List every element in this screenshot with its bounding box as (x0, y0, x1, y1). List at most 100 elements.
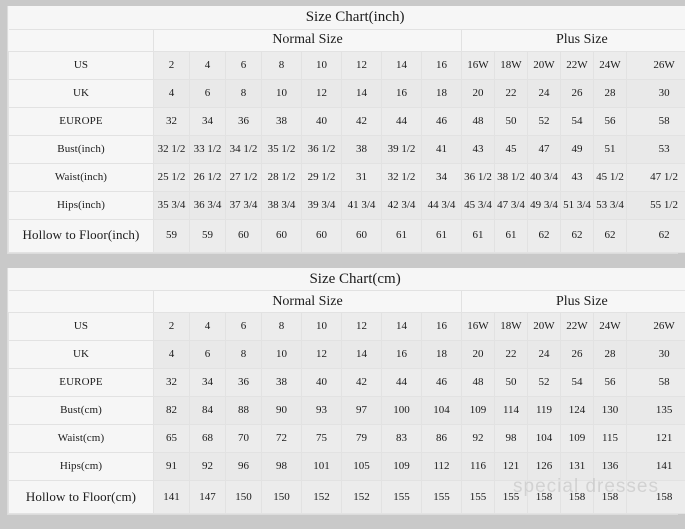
table-cell: 42 3/4 (381, 190, 422, 220)
table-cell: 2 (153, 50, 190, 80)
table-cell: 38 (261, 106, 302, 136)
table-cell: 34 1/2 (225, 134, 262, 164)
cm-group-corner (8, 290, 154, 313)
table-cell: 6 (225, 312, 262, 341)
table-cell: 38 (261, 368, 302, 397)
table-cell: 4 (153, 340, 190, 369)
cm-title-row: Size Chart(cm) (8, 267, 685, 291)
table-cell: 44 (381, 368, 422, 397)
table-cell: 24 (527, 78, 561, 108)
table-cell: 48 (461, 106, 495, 136)
table-cell: 136 (593, 452, 627, 481)
table-cell: 36 1/2 (461, 162, 495, 192)
table-cell: 14 (381, 50, 422, 80)
size-chart-inch-block: Size Chart(inch) Normal Size Plus Size US 2 4… (7, 6, 685, 254)
table-cell: 10 (301, 50, 342, 80)
table-cell: 16 (381, 340, 422, 369)
table-cell: 30 (625, 78, 685, 108)
table-cell: 150 (261, 480, 302, 514)
table-cell: 141 (153, 480, 190, 514)
table-cell: 92 (461, 424, 495, 453)
table-cell: 86 (421, 424, 462, 453)
table-cell: 46 (421, 106, 462, 136)
table-cell: 45 1/2 (593, 162, 627, 192)
table-cell: 22W (560, 50, 594, 80)
table-cell: 6 (189, 340, 226, 369)
table-cell: 14 (341, 78, 382, 108)
cm-group-row: Normal Size Plus Size (8, 290, 685, 313)
inch-group-normal-size: Normal Size (153, 28, 462, 52)
table-cell: 61 (381, 218, 422, 253)
inch-row-label: UK (8, 78, 154, 108)
table-cell: 35 1/2 (261, 134, 302, 164)
table-cell: 52 (527, 106, 561, 136)
table-cell: 22W (560, 312, 594, 341)
cm-row-label: Bust(cm) (8, 396, 154, 425)
table-cell: 152 (301, 480, 342, 514)
table-cell: 28 (593, 340, 627, 369)
table-cell: 90 (261, 396, 302, 425)
table-row: EUROPE 32 34 36 38 40 42 44 46 48 50 52 54 56 58 (8, 368, 685, 397)
table-cell: 92 (189, 452, 226, 481)
table-cell: 44 3/4 (421, 190, 462, 220)
table-cell: 121 (625, 424, 685, 453)
table-cell: 26W (625, 312, 685, 341)
cm-row-label: US (8, 312, 154, 341)
table-row: Hollow to Floor(inch) 59 59 60 60 60 60 61 61 61 6… (8, 218, 685, 253)
table-cell: 60 (225, 218, 262, 253)
table-cell: 114 (494, 396, 528, 425)
table-cell: 20 (461, 340, 495, 369)
table-cell: 131 (560, 452, 594, 481)
table-cell: 46 (421, 368, 462, 397)
table-cell: 62 (560, 218, 594, 253)
table-cell: 45 3/4 (461, 190, 495, 220)
table-cell: 18 (421, 78, 462, 108)
table-cell: 51 (593, 134, 627, 164)
table-cell: 36 (225, 368, 262, 397)
table-cell: 79 (341, 424, 382, 453)
table-cell: 115 (593, 424, 627, 453)
table-cell: 91 (153, 452, 190, 481)
table-cell: 22 (494, 340, 528, 369)
table-cell: 32 1/2 (153, 134, 190, 164)
table-cell: 27 1/2 (225, 162, 262, 192)
inch-group-corner (8, 28, 154, 52)
table-cell: 8 (225, 78, 262, 108)
table-cell: 51 3/4 (560, 190, 594, 220)
table-cell: 37 3/4 (225, 190, 262, 220)
table-cell: 100 (381, 396, 422, 425)
table-cell: 6 (225, 50, 262, 80)
table-cell: 25 1/2 (153, 162, 190, 192)
table-cell: 16W (461, 50, 495, 80)
table-cell: 10 (301, 312, 342, 341)
table-cell: 22 (494, 78, 528, 108)
table-cell: 58 (625, 368, 685, 397)
table-cell: 34 (189, 368, 226, 397)
table-cell: 20W (527, 312, 561, 341)
table-cell: 40 (301, 368, 342, 397)
table-cell: 26 1/2 (189, 162, 226, 192)
table-cell: 62 (625, 218, 685, 253)
size-chart-inch-table: Size Chart(inch) Normal Size Plus Size US 2 4… (8, 6, 685, 253)
table-cell: 34 (189, 106, 226, 136)
inch-row-label: Waist(inch) (8, 162, 154, 192)
table-cell: 116 (461, 452, 495, 481)
table-cell: 53 (625, 134, 685, 164)
table-cell: 47 1/2 (625, 162, 685, 192)
table-row: Hips(inch) 35 3/4 36 3/4 37 3/4 38 3/4 39 3/4… (8, 190, 685, 220)
table-cell: 30 (625, 340, 685, 369)
table-cell: 158 (625, 480, 685, 514)
inch-row-label: Bust(inch) (8, 134, 154, 164)
cm-group-plus-size: Plus Size (460, 290, 685, 313)
table-cell: 60 (261, 218, 302, 253)
table-cell: 24W (593, 312, 627, 341)
cm-group-normal-size: Normal Size (153, 290, 462, 313)
inch-row-label: US (8, 50, 154, 80)
table-cell: 62 (527, 218, 561, 253)
table-cell: 8 (261, 312, 302, 341)
table-row: UK 4 6 8 10 12 14 16 18 20 22 24 26 28 30 (8, 78, 685, 108)
table-row: UK 4 6 8 10 12 14 16 18 20 22 24 26 28 30 (8, 340, 685, 369)
table-cell: 130 (593, 396, 627, 425)
table-cell: 28 1/2 (261, 162, 302, 192)
table-cell: 83 (381, 424, 422, 453)
